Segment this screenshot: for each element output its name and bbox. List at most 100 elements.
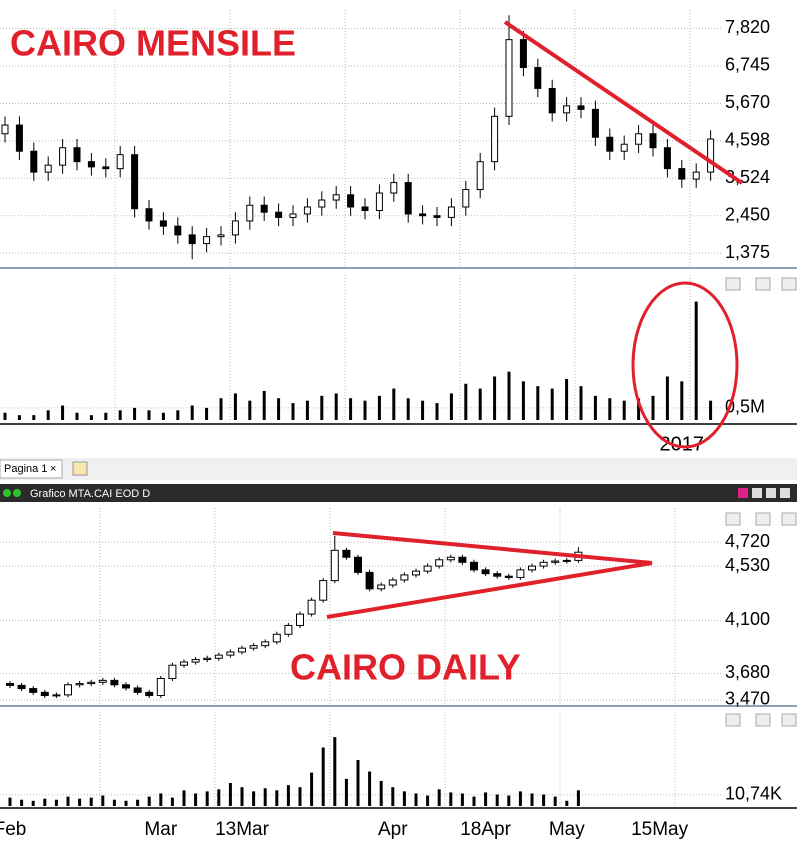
volume-bar	[449, 792, 453, 806]
candle-body	[504, 575, 513, 578]
volume-bar	[484, 792, 488, 806]
status-icon	[3, 489, 11, 497]
candle-body	[419, 213, 427, 217]
x-tick-label: 15May	[631, 819, 689, 840]
candle-body	[491, 115, 499, 163]
volume-bar	[291, 403, 295, 420]
close-button[interactable]	[781, 277, 797, 291]
volume-bar	[161, 412, 165, 420]
y-tick-label: 1,375	[725, 242, 770, 262]
candle-body	[246, 204, 254, 222]
maximize-button[interactable]	[755, 713, 771, 727]
candle-body	[375, 192, 383, 211]
y-tick-label: 6,745	[725, 55, 770, 75]
maximize-button[interactable]	[755, 277, 771, 291]
window-title: Grafico MTA.CAI EOD D	[30, 488, 150, 500]
candle-body	[15, 124, 23, 152]
candle-body	[458, 556, 467, 563]
candle-body	[30, 150, 38, 173]
candle-body	[534, 67, 542, 89]
maximize-button[interactable]	[755, 512, 771, 526]
candle-body	[692, 171, 700, 180]
y-tick-label: 4,530	[725, 555, 770, 575]
volume-bar	[310, 772, 314, 806]
minimize-button[interactable]	[725, 512, 741, 526]
volume-bar	[495, 794, 499, 806]
volume-bar	[709, 400, 713, 420]
candle-body	[470, 561, 478, 571]
tool-icon[interactable]	[752, 488, 762, 498]
volume-bar	[542, 794, 546, 806]
volume-bar	[305, 400, 309, 420]
candle-body	[678, 168, 686, 180]
volume-bar	[194, 793, 198, 806]
close-button[interactable]	[781, 713, 797, 727]
volume-bar	[406, 398, 410, 420]
volume-bar	[124, 800, 128, 806]
volume-bar	[54, 799, 58, 806]
volume-bar	[205, 791, 209, 806]
candle-body	[412, 570, 420, 576]
candle-body	[203, 236, 211, 245]
candle-body	[319, 580, 328, 601]
y-tick-label: 7,820	[725, 17, 770, 37]
candle-body	[388, 579, 397, 586]
annotation: CAIRO MENSILE	[10, 23, 296, 64]
candle-body	[354, 556, 362, 573]
candle-body	[156, 677, 165, 697]
volume-bar	[17, 415, 21, 420]
candle-body	[6, 683, 14, 686]
volume-bar	[333, 737, 337, 806]
candle-body	[591, 108, 599, 138]
highlight-ellipse	[631, 281, 739, 449]
volume-bar	[472, 796, 476, 806]
volume-bar	[553, 796, 557, 806]
candle-body	[284, 624, 293, 635]
candle-body	[390, 182, 398, 194]
volume-bar	[20, 799, 24, 806]
candle-body	[435, 559, 444, 567]
status-icon	[13, 489, 21, 497]
volume-bar	[576, 790, 580, 806]
candle-body	[318, 199, 326, 208]
x-tick-label: Mar	[144, 819, 177, 840]
volume-bar	[190, 405, 194, 420]
volume-bar	[356, 760, 360, 806]
candle-body	[476, 161, 484, 191]
volume-bar	[262, 391, 266, 420]
volume-bar	[680, 381, 684, 420]
volume-bar	[147, 410, 151, 420]
close-button[interactable]	[781, 512, 797, 526]
candle-body	[203, 657, 212, 661]
candle-body	[707, 138, 715, 173]
candle-body	[272, 633, 281, 643]
tool-icon[interactable]	[738, 488, 748, 498]
candle-body	[330, 549, 339, 582]
candle-body	[174, 225, 182, 236]
minimize-button[interactable]	[725, 713, 741, 727]
candle-body	[400, 574, 409, 581]
tool-icon[interactable]	[780, 488, 790, 498]
minimize-button[interactable]	[725, 277, 741, 291]
y-tick-label: 2,450	[725, 204, 770, 224]
volume-bar	[391, 787, 395, 806]
volume-bar	[275, 790, 279, 806]
candle-body	[563, 105, 571, 114]
new-tab-icon[interactable]	[72, 461, 88, 476]
tool-icon[interactable]	[766, 488, 776, 498]
candle-body	[433, 215, 441, 218]
candle-body	[29, 688, 38, 693]
volume-bar	[665, 376, 669, 420]
candle-body	[303, 206, 311, 215]
volume-bar	[133, 407, 137, 420]
candle-body	[168, 664, 177, 679]
candle-body	[1, 124, 9, 135]
candle-body	[539, 561, 548, 567]
tab[interactable]	[0, 459, 63, 479]
x-tick-label: 18Apr	[460, 819, 511, 840]
candle-body	[98, 679, 107, 683]
volume-bar	[392, 388, 396, 420]
volume-bar	[344, 778, 348, 806]
volume-bar	[118, 410, 122, 420]
y-tick-label: 10,74K	[725, 784, 782, 804]
